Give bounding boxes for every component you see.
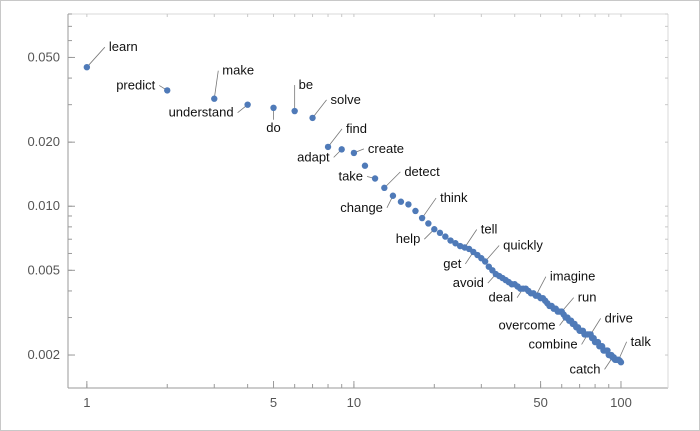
data-point-be [291, 107, 298, 115]
data-point [397, 198, 405, 205]
leader-line-tell [464, 229, 478, 248]
word-label-take: take [338, 168, 363, 183]
word-label-get: get [443, 256, 461, 271]
word-label-make: make [222, 63, 254, 78]
data-point-learn [83, 63, 91, 71]
leader-line-detect [384, 171, 401, 189]
word-label-tell: tell [481, 221, 498, 236]
y-tick-label: 0.002 [27, 347, 60, 362]
word-label-detect: detect [404, 164, 440, 179]
leader-line-learn [86, 46, 106, 68]
data-point-solve [309, 114, 316, 122]
data-point [442, 233, 449, 240]
data-point-catch [609, 354, 616, 361]
data-point-make [211, 95, 218, 102]
word-labels: learn predict make understand do be solve find a… [109, 39, 652, 376]
leader-line-talk [618, 341, 627, 360]
data-point-run [558, 308, 565, 315]
word-label-change: change [340, 200, 383, 215]
data-point-adapt [338, 146, 345, 153]
leader-line-find [327, 128, 343, 148]
word-label-understand: understand [169, 105, 234, 120]
data-point [412, 207, 419, 215]
word-label-do: do [266, 120, 280, 135]
data-point [425, 220, 432, 227]
word-label-predict: predict [116, 77, 155, 92]
data-point-quickly [481, 258, 489, 265]
data-point [447, 237, 454, 244]
word-label-think: think [440, 190, 468, 205]
word-label-deal: deal [489, 290, 514, 305]
word-label-quickly: quickly [503, 238, 543, 253]
data-point-think [418, 214, 426, 222]
word-label-find: find [346, 121, 367, 136]
data-point-get [470, 248, 477, 256]
word-label-talk: talk [631, 334, 652, 349]
word-label-run: run [578, 290, 597, 305]
word-label-adapt: adapt [297, 149, 330, 164]
data-point-change [389, 192, 397, 199]
data-point-help [431, 226, 438, 233]
word-label-drive: drive [605, 310, 633, 325]
x-tick-label: 10 [347, 395, 361, 410]
word-label-learn: learn [109, 39, 138, 54]
x-tick-label: 1 [83, 395, 90, 410]
y-tick-label: 0.010 [27, 198, 60, 213]
word-label-combine: combine [528, 336, 577, 351]
data-point [405, 201, 412, 208]
y-tick-label: 0.005 [27, 262, 60, 277]
word-label-imagine: imagine [550, 269, 596, 284]
data-point-overcome [562, 314, 569, 321]
leader-line-imagine [535, 276, 547, 296]
data-point-understand [244, 101, 251, 108]
word-label-create: create [368, 141, 404, 156]
data-point-avoid [492, 270, 500, 278]
data-points [83, 63, 625, 366]
leader-line-make [213, 70, 219, 99]
leader-line-quickly [484, 245, 500, 262]
data-point-detect [381, 184, 388, 192]
data-point-tell [461, 244, 468, 251]
data-point-talk [615, 356, 622, 363]
axes: 1 5 10 50 100 0.050 0.020 0.010 0.005 0.002 [27, 13, 669, 410]
data-point-deal [519, 285, 527, 292]
word-label-solve: solve [331, 92, 361, 107]
data-point-take [371, 175, 379, 182]
leader-line-think [421, 197, 437, 219]
data-point [452, 240, 459, 247]
data-point-predict [164, 87, 171, 94]
data-point-create [350, 149, 358, 157]
data-point-imagine [532, 292, 540, 299]
data-point [436, 229, 444, 237]
word-label-help: help [396, 231, 421, 246]
x-tick-label: 100 [610, 395, 632, 410]
x-tick-label: 5 [270, 395, 277, 410]
data-point-do [270, 104, 277, 112]
y-tick-label: 0.020 [27, 134, 60, 149]
word-label-be: be [299, 77, 313, 92]
word-label-overcome: overcome [498, 318, 555, 333]
data-point-find [324, 143, 332, 151]
data-point [361, 162, 369, 169]
word-label-avoid: avoid [453, 275, 484, 290]
y-tick-label: 0.050 [27, 49, 60, 64]
x-tick-label: 50 [533, 395, 547, 410]
word-label-catch: catch [569, 361, 600, 376]
data-point-combine [584, 331, 591, 338]
leader-line-solve [312, 99, 327, 119]
